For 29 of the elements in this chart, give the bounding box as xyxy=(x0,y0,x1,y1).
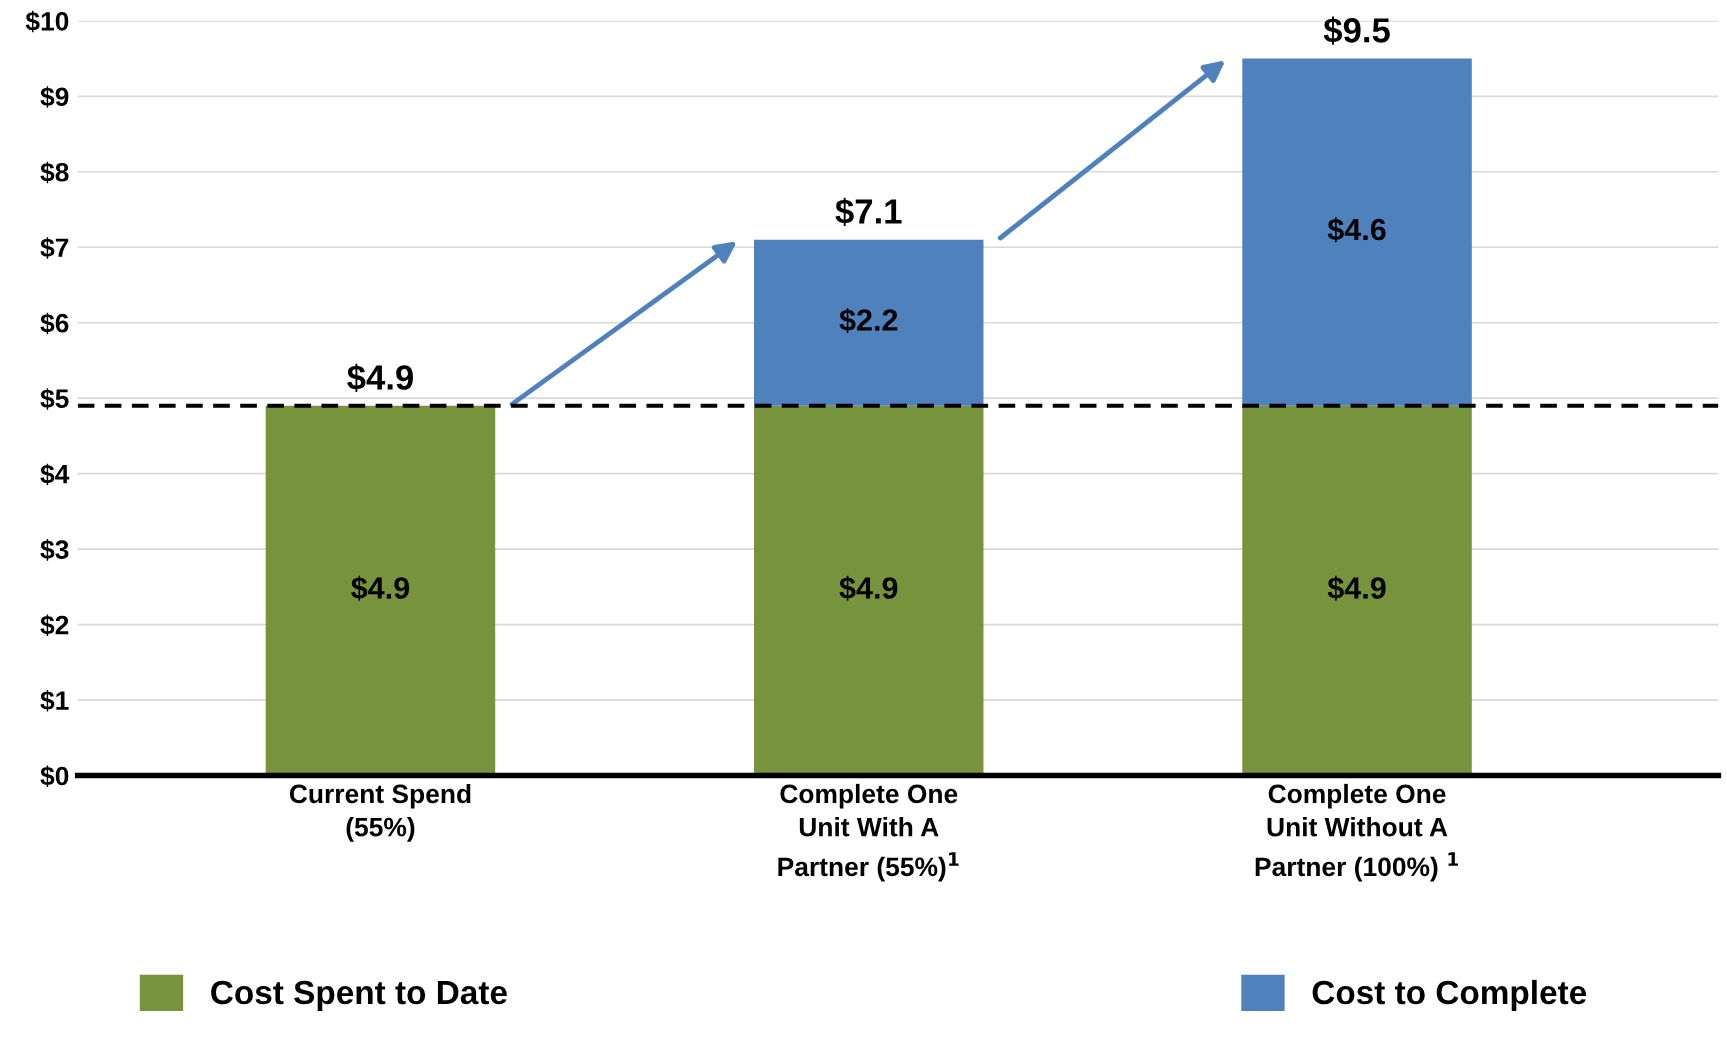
bar xyxy=(753,239,984,406)
legend-label: Cost to Complete xyxy=(1312,979,1587,1011)
total-label: $4.9 xyxy=(347,363,413,393)
y-tick-label: $0 xyxy=(40,765,69,788)
x-tick-label: Current Spend (55%) xyxy=(289,783,471,842)
y-tick-label: $4 xyxy=(40,463,70,486)
bar xyxy=(753,405,984,776)
legend-label: Cost Spent to Date xyxy=(211,980,507,1011)
y-tick-label: $3 xyxy=(40,539,69,561)
bar xyxy=(1242,58,1472,406)
x-tick-label: Complete One Unit Without A Partner (100%) $^{1}$ xyxy=(1255,783,1458,882)
data-label: $4.6 xyxy=(1327,217,1386,243)
y-tick-label: $2 xyxy=(40,614,69,637)
data-label: $2.2 xyxy=(839,307,898,333)
total-label: $9.5 xyxy=(1323,16,1390,45)
y-tick-label: $6 xyxy=(40,312,69,335)
y-tick-label: $8 xyxy=(40,161,69,184)
y-tick-label: $7 xyxy=(40,237,69,259)
data-label: $4.9 xyxy=(1327,575,1386,601)
data-label: $4.9 xyxy=(839,575,898,601)
y-tick-label: $1 xyxy=(40,690,69,712)
data-label: $4.9 xyxy=(351,575,410,601)
y-tick-label: $10 xyxy=(25,10,69,33)
x-tick-label: Complete One Unit With A Partner (55%)$^{1}$ xyxy=(778,783,959,882)
bar xyxy=(265,405,496,776)
y-tick-label: $9 xyxy=(40,86,69,108)
bar xyxy=(1242,405,1472,776)
y-tick-label: $5 xyxy=(40,388,69,410)
total-label: $7.1 xyxy=(835,197,902,227)
